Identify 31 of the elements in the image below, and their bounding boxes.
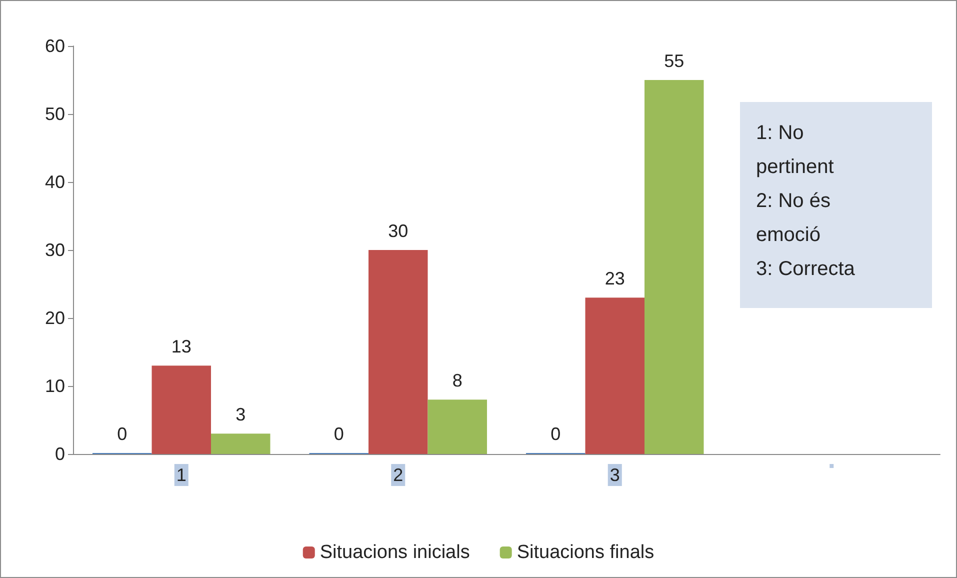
data-label: 0: [334, 424, 344, 444]
bar: [152, 366, 211, 454]
bar: [368, 250, 428, 454]
annotation: 2: No és emoció: [756, 189, 832, 248]
y-tick-label: 20: [44, 308, 65, 328]
x-tick-label: 3: [610, 465, 620, 485]
legend-label: Situacions finals: [516, 542, 654, 563]
y-tick-label: 50: [44, 104, 65, 124]
data-label: 23: [604, 268, 625, 289]
bar: [585, 298, 644, 454]
y-tick-label: 10: [44, 376, 65, 396]
y-tick-label: 40: [44, 172, 65, 192]
bar: [644, 80, 704, 454]
bar: [211, 434, 270, 454]
data-label: 8: [452, 370, 462, 391]
legend-label: Situacions inicials: [320, 542, 470, 563]
y-tick-label: 30: [44, 240, 65, 260]
data-label: 0: [550, 424, 561, 444]
note-box: 1: No pertinent 2: No és emoció 3: Correcta: [740, 102, 932, 308]
annotation: 3: Correcta: [756, 257, 856, 282]
x-tick-label: 2: [393, 465, 404, 485]
y-tick-label: 0: [54, 444, 65, 464]
x-tick-label: 1: [176, 465, 186, 485]
data-label: 0: [117, 424, 128, 444]
annotation: 1: No pertinent: [756, 121, 835, 180]
data-label: 30: [388, 221, 408, 241]
data-label: 3: [236, 404, 246, 425]
y-tick-label: 60: [44, 36, 65, 56]
data-label: 13: [171, 336, 192, 357]
bar: [428, 400, 487, 454]
data-label: 55: [664, 51, 684, 71]
